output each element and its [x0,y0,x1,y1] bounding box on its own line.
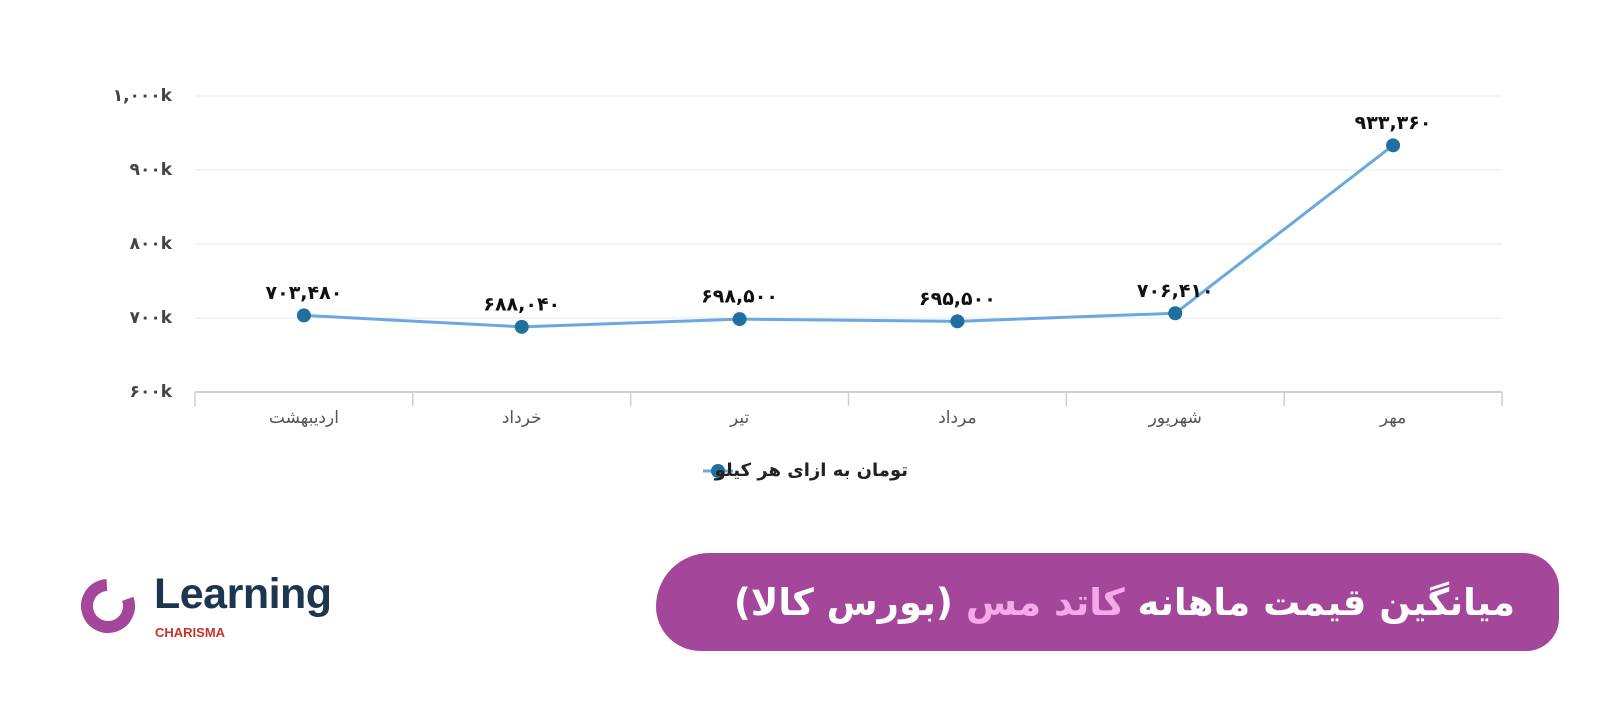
x-tick-label: مهر [1379,408,1406,428]
x-tick-label: شهریور [1148,408,1202,428]
x-tick-label: خرداد [502,408,542,428]
marker [1168,306,1183,321]
title-highlight: کاتد مس [965,580,1125,624]
x-tick-label: تیر [729,408,750,428]
logo: Learning CHARISMA [78,570,378,645]
legend-label: تومان به ازای هر کیلو [714,460,908,481]
data-label: ۶۹۸,۵۰۰ [701,286,778,308]
data-label: ۷۰۳,۴۸۰ [266,282,343,304]
y-tick-label: ۶۰۰k [130,382,173,402]
title-start: میانگین قیمت ماهانه [1137,580,1515,624]
y-tick-label: ۷۰۰k [130,308,173,328]
line [303,144,1394,329]
title-banner: میانگین قیمت ماهانه کاتد مس (بورس کالا) [656,553,1559,651]
legend-marker [711,464,725,478]
y-tick-label: ۹۰۰k [130,160,173,180]
marker [296,308,311,323]
marker [950,314,965,329]
marker [1386,138,1401,153]
y-tick-label: ۸۰۰k [130,234,173,254]
marker [732,312,747,327]
x-tick-label: مرداد [938,408,976,428]
x-tick-label: اردیبهشت [269,408,339,428]
y-tick-label: ۱,۰۰۰k [113,86,173,106]
data-label: ۷۰۶,۴۱۰ [1137,280,1214,302]
logo-brand: CHARISMA [155,625,226,640]
title-end: (بورس کالا) [733,580,953,624]
marker [514,319,529,334]
chart: ۶۰۰k ۷۰۰k ۸۰۰k ۹۰۰k ۱,۰۰۰k اردیبهشت خرداد تیر مر… [113,86,1503,481]
data-label: ۶۹۵,۵۰۰ [919,288,996,310]
data-label: ۶۸۸,۰۴۰ [483,293,560,315]
logo-icon [81,579,135,633]
logo-name: Learning [154,570,332,618]
data-label: ۹۳۳,۳۶۰ [1355,112,1432,134]
